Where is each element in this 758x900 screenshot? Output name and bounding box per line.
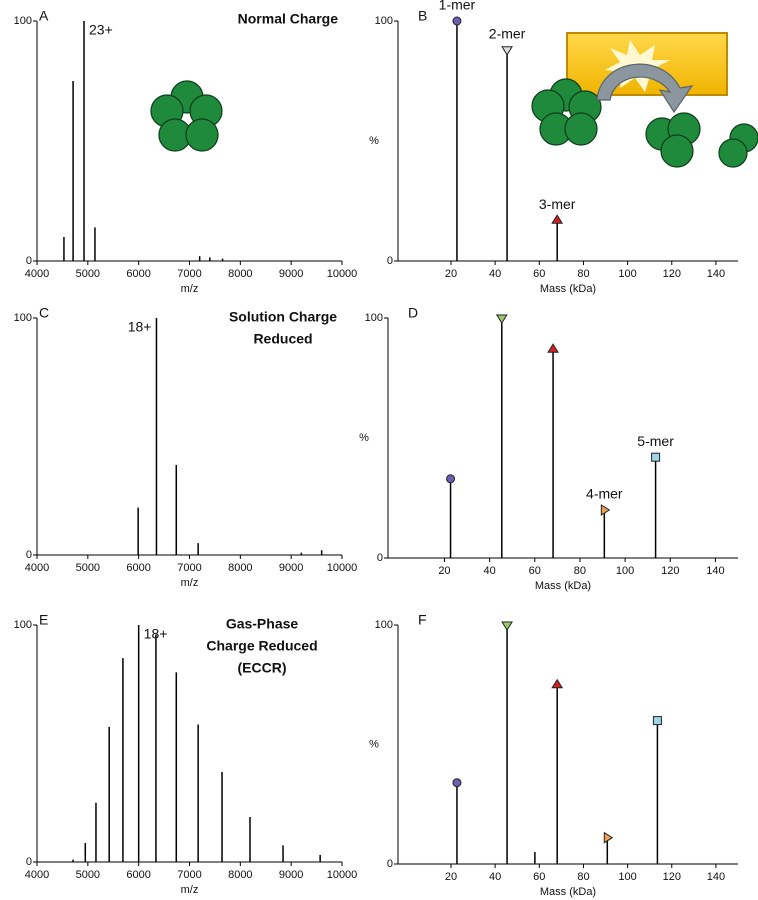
x-tick-label: 80: [577, 268, 589, 280]
panel-letter: A: [39, 8, 49, 24]
marker: [501, 46, 513, 56]
x-tick-label: 10000: [327, 268, 358, 280]
pentamer-cartoon-a: [150, 80, 223, 152]
chart-title: (ECCR): [238, 660, 287, 676]
x-tick-label: 20: [445, 871, 457, 883]
x-tick-label: 8000: [228, 562, 252, 574]
x-tick-label: 100: [618, 268, 636, 280]
x-tick-label: 140: [707, 871, 725, 883]
marker: [452, 778, 462, 788]
y-axis-label: %: [369, 738, 379, 750]
x-tick-label: 40: [483, 565, 495, 577]
y-axis-label: %: [369, 135, 379, 147]
x-axis-label: Mass (kDa): [540, 283, 596, 295]
x-tick-label: 6000: [126, 869, 150, 881]
marker: [603, 831, 614, 844]
y-tick-label: 0: [387, 858, 393, 870]
chart-title: Reduced: [253, 331, 312, 347]
chart-title: Normal Charge: [238, 11, 339, 27]
x-tick-label: 4000: [25, 268, 49, 280]
marker: [652, 716, 662, 726]
chart-title: Solution Charge: [229, 309, 337, 325]
x-axis-label: Mass (kDa): [535, 580, 591, 592]
x-tick-label: 100: [618, 871, 636, 883]
y-tick-label: 100: [14, 15, 32, 27]
x-tick-label: 80: [577, 871, 589, 883]
x-tick-label: 10000: [327, 869, 358, 881]
peak-label: 4-mer: [586, 486, 623, 502]
x-tick-label: 120: [661, 565, 679, 577]
x-tick-label: 80: [574, 565, 586, 577]
peak-label: 3-mer: [539, 196, 576, 212]
panel-letter: F: [418, 612, 427, 628]
panel-letter: D: [408, 305, 418, 321]
x-tick-label: 140: [707, 268, 725, 280]
chart-title: Charge Reduced: [206, 638, 317, 654]
x-tick-label: 60: [533, 268, 545, 280]
x-tick-label: 40: [489, 871, 501, 883]
dissociation-cartoon: [531, 32, 758, 168]
x-tick-label: 40: [489, 268, 501, 280]
marker: [495, 314, 508, 324]
peak-label: 5-mer: [637, 433, 674, 449]
panel-letter: B: [418, 8, 427, 24]
x-tick-label: 7000: [177, 869, 201, 881]
y-tick-label: 100: [14, 312, 32, 324]
peak-label: 2-mer: [489, 26, 526, 42]
x-tick-label: 60: [529, 565, 541, 577]
y-tick-label: 0: [26, 856, 32, 868]
y-tick-label: 0: [387, 255, 393, 267]
x-axis-label: m/z: [181, 577, 199, 589]
x-tick-label: 10000: [327, 562, 358, 574]
x-tick-label: 100: [616, 565, 634, 577]
marker: [452, 16, 462, 26]
y-tick-label: 0: [377, 552, 383, 564]
x-tick-label: 6000: [126, 562, 150, 574]
x-tick-label: 140: [706, 565, 724, 577]
x-axis-label: m/z: [181, 283, 199, 295]
x-tick-label: 7000: [177, 562, 201, 574]
x-tick-label: 4000: [25, 562, 49, 574]
x-tick-label: 20: [445, 268, 457, 280]
y-tick-label: 100: [375, 619, 393, 631]
marker: [501, 621, 513, 631]
x-tick-label: 9000: [279, 268, 303, 280]
charge-label: 18+: [128, 319, 152, 335]
marker: [600, 504, 611, 516]
x-tick-label: 8000: [228, 268, 252, 280]
panel-letter: E: [39, 612, 48, 628]
charge-label: 18+: [144, 626, 168, 642]
marker: [551, 214, 564, 224]
marker: [547, 343, 559, 353]
x-tick-label: 5000: [76, 562, 100, 574]
x-tick-label: 9000: [279, 562, 303, 574]
y-tick-label: 0: [26, 549, 32, 561]
x-tick-label: 120: [663, 268, 681, 280]
x-tick-label: 20: [438, 565, 450, 577]
x-tick-label: 120: [663, 871, 681, 883]
x-tick-label: 4000: [25, 869, 49, 881]
x-tick-label: 5000: [76, 869, 100, 881]
x-tick-label: 6000: [126, 268, 150, 280]
marker: [551, 678, 564, 689]
x-tick-label: 7000: [177, 268, 201, 280]
y-axis-label: %: [359, 432, 369, 444]
panel-letter: C: [39, 305, 49, 321]
marker: [446, 474, 456, 484]
y-tick-label: 100: [375, 15, 393, 27]
peak-label: 1-mer: [439, 0, 476, 13]
x-tick-label: 5000: [76, 268, 100, 280]
x-axis-label: m/z: [181, 884, 199, 896]
marker: [651, 452, 661, 462]
y-tick-label: 100: [14, 619, 32, 631]
x-axis-label: Mass (kDa): [540, 886, 596, 898]
x-tick-label: 9000: [279, 869, 303, 881]
y-tick-label: 100: [365, 312, 383, 324]
y-tick-label: 0: [26, 255, 32, 267]
charge-label: 23+: [89, 22, 113, 38]
x-tick-label: 8000: [228, 869, 252, 881]
x-tick-label: 60: [533, 871, 545, 883]
chart-title: Gas-Phase: [226, 616, 299, 632]
